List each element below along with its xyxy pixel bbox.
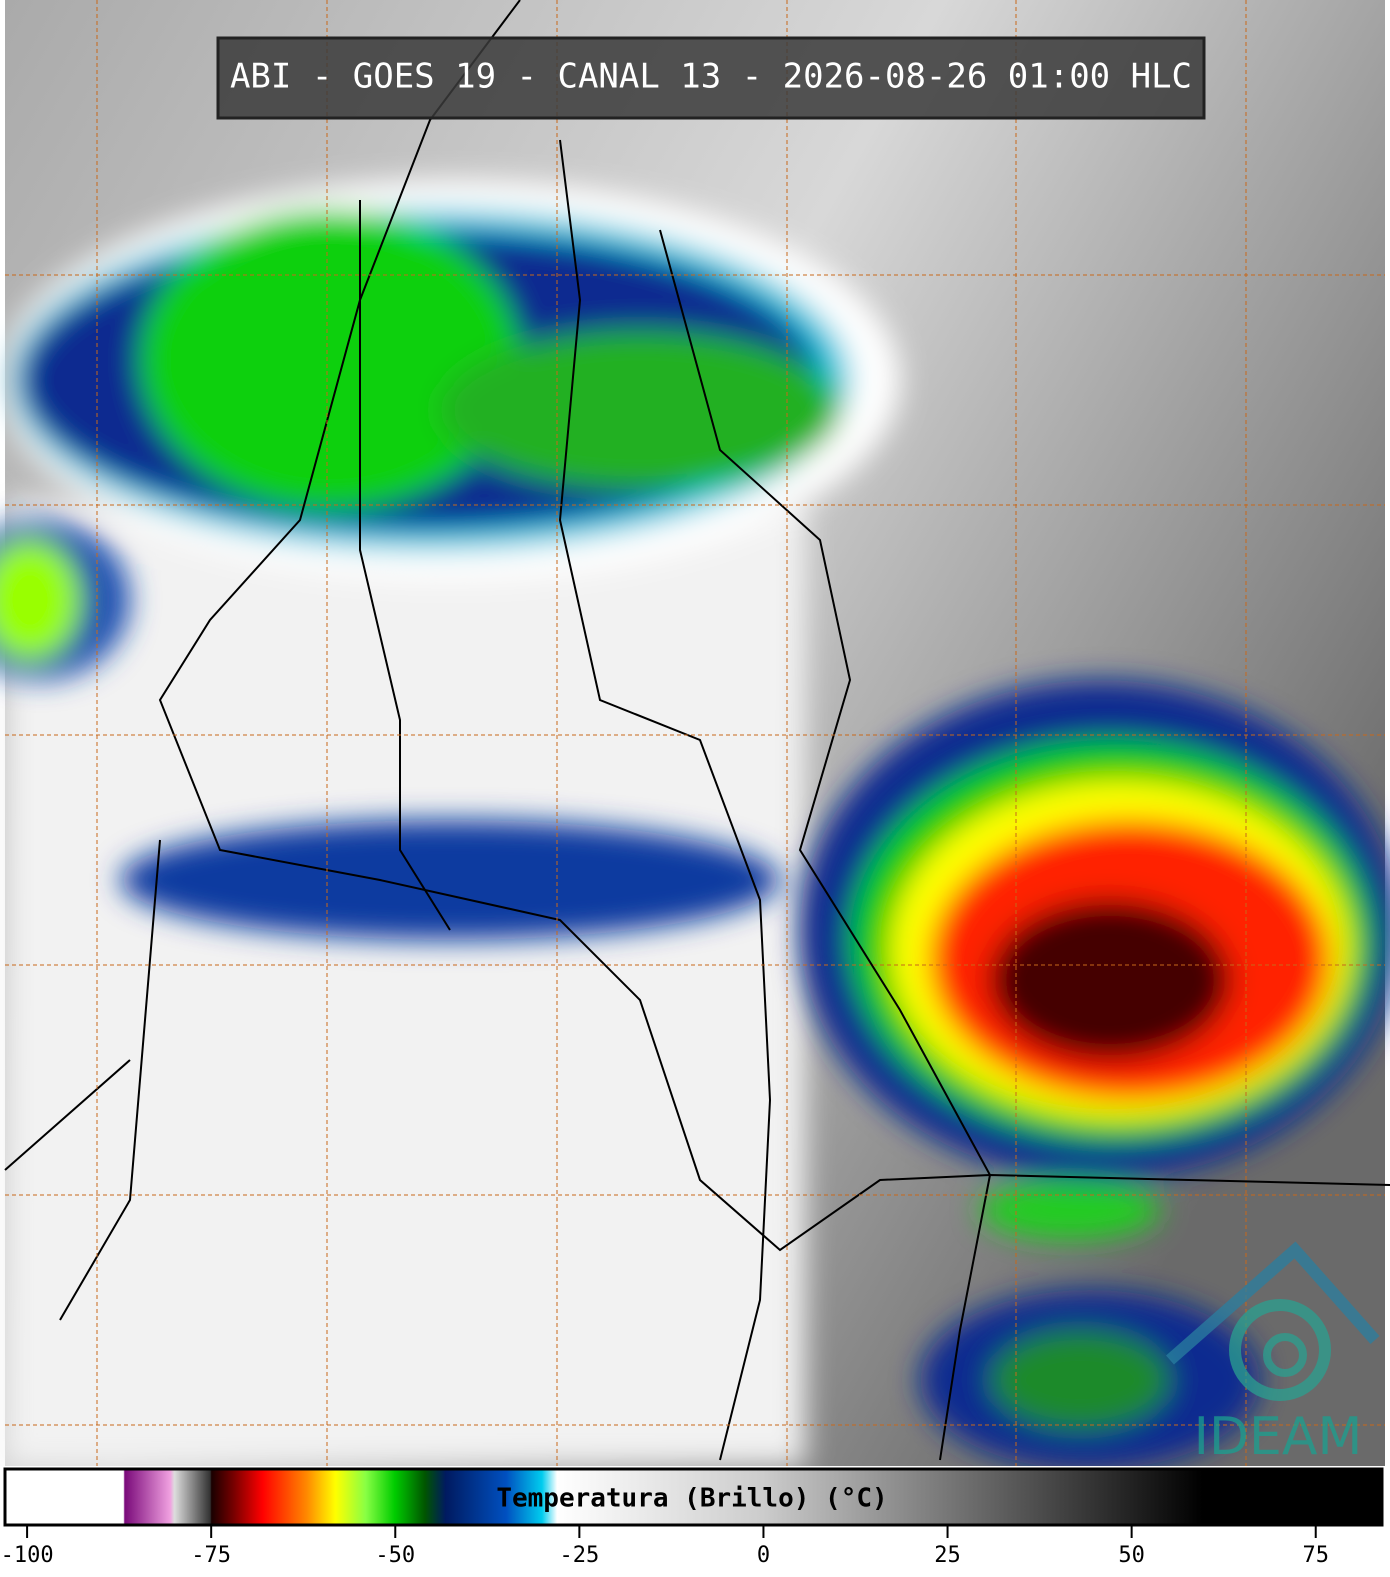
title: ABI - GOES 19 - CANAL 13 - 2026-08-26 01… bbox=[230, 57, 1192, 97]
colorbar bbox=[3, 1467, 1384, 1527]
logo-text: IDEAM bbox=[1194, 1407, 1363, 1467]
satellite-image bbox=[0, 0, 1390, 1470]
tick-label: 0 bbox=[757, 1543, 770, 1568]
title-box: ABI - GOES 19 - CANAL 13 - 2026-08-26 01… bbox=[216, 36, 1206, 120]
tick-label: 50 bbox=[1118, 1543, 1145, 1568]
tick-label: -100 bbox=[1, 1543, 54, 1568]
tick-label: -25 bbox=[559, 1543, 599, 1568]
colorbar-ticks: -100 -75 -50 -25 0 25 50 75 bbox=[1, 1526, 1329, 1568]
tick-label: -75 bbox=[191, 1543, 231, 1568]
colorbar-label: Temperatura (Brillo) (°C) bbox=[496, 1484, 887, 1514]
tick-label: 75 bbox=[1302, 1543, 1329, 1568]
tick-label: -50 bbox=[375, 1543, 415, 1568]
tick-label: 25 bbox=[934, 1543, 961, 1568]
logo: IDEAM bbox=[1166, 1241, 1380, 1467]
